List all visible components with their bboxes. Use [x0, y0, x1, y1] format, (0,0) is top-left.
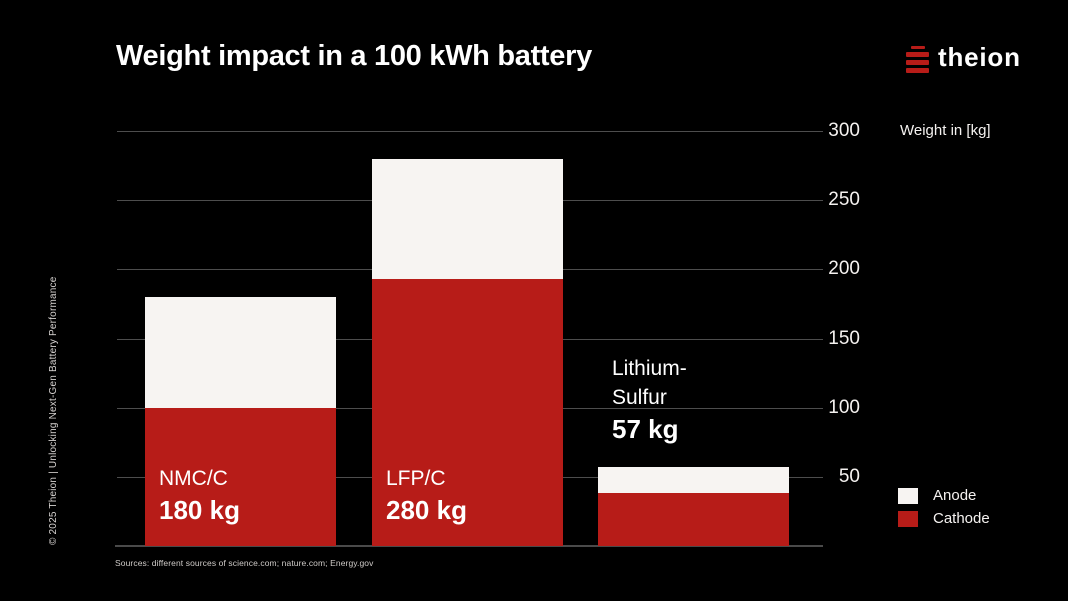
- category-label: Sulfur: [612, 386, 667, 410]
- y-tick-label: 150: [828, 327, 860, 349]
- category-label: NMC/C: [159, 467, 228, 490]
- y-tick-label: 250: [828, 189, 860, 211]
- bar-anode-NMC/C: [145, 297, 336, 408]
- legend-item-cathode: Cathode: [898, 509, 990, 529]
- bar-cathode-NMC/C: [145, 407, 336, 546]
- bar-cathode-Lithium-Sulfur: [598, 493, 789, 546]
- theion-logo: theion: [906, 42, 1021, 76]
- legend-swatch-cathode: [898, 511, 918, 527]
- page-title: Weight impact in a 100 kWh battery: [116, 40, 592, 72]
- value-label: 57 kg: [612, 414, 679, 445]
- logo-bar-thin: [910, 46, 925, 49]
- value-label: 180 kg: [159, 495, 240, 525]
- chart-legend: Anode Cathode: [898, 486, 990, 532]
- y-axis-title: Weight in [kg]: [900, 122, 991, 139]
- logo-bar-3: [906, 68, 929, 73]
- category-label: Lithium-: [612, 357, 687, 381]
- y-tick-label: 200: [828, 258, 860, 280]
- y-tick-label: 50: [838, 465, 860, 487]
- logo-bar-2: [906, 60, 929, 65]
- legend-label: Anode: [933, 487, 977, 504]
- logo-bar-1: [906, 52, 929, 57]
- gridline-300: [117, 131, 823, 132]
- y-tick-label: 300: [828, 120, 860, 141]
- sources-footnote: Sources: different sources of science.co…: [115, 558, 374, 568]
- bar-label-NMC/C: NMC/C 180 kg: [159, 464, 240, 528]
- legend-swatch-anode: [898, 488, 918, 504]
- x-axis-baseline: [115, 545, 823, 547]
- legend-item-anode: Anode: [898, 486, 990, 506]
- bar-anode-Lithium-Sulfur: [598, 467, 789, 494]
- bar-label-Lithium-Sulfur: Lithium- Sulfur 57 kg: [612, 354, 687, 447]
- value-label: 280 kg: [386, 495, 467, 525]
- theion-stacked-bars-icon: [906, 44, 929, 76]
- brand-name: theion: [938, 42, 1021, 72]
- bar-cathode-LFP/C: [372, 279, 563, 546]
- legend-label: Cathode: [933, 510, 990, 527]
- bar-anode-LFP/C: [372, 158, 563, 279]
- bar-label-LFP/C: LFP/C 280 kg: [386, 464, 467, 528]
- category-label: LFP/C: [386, 467, 446, 490]
- y-tick-label: 100: [828, 396, 860, 418]
